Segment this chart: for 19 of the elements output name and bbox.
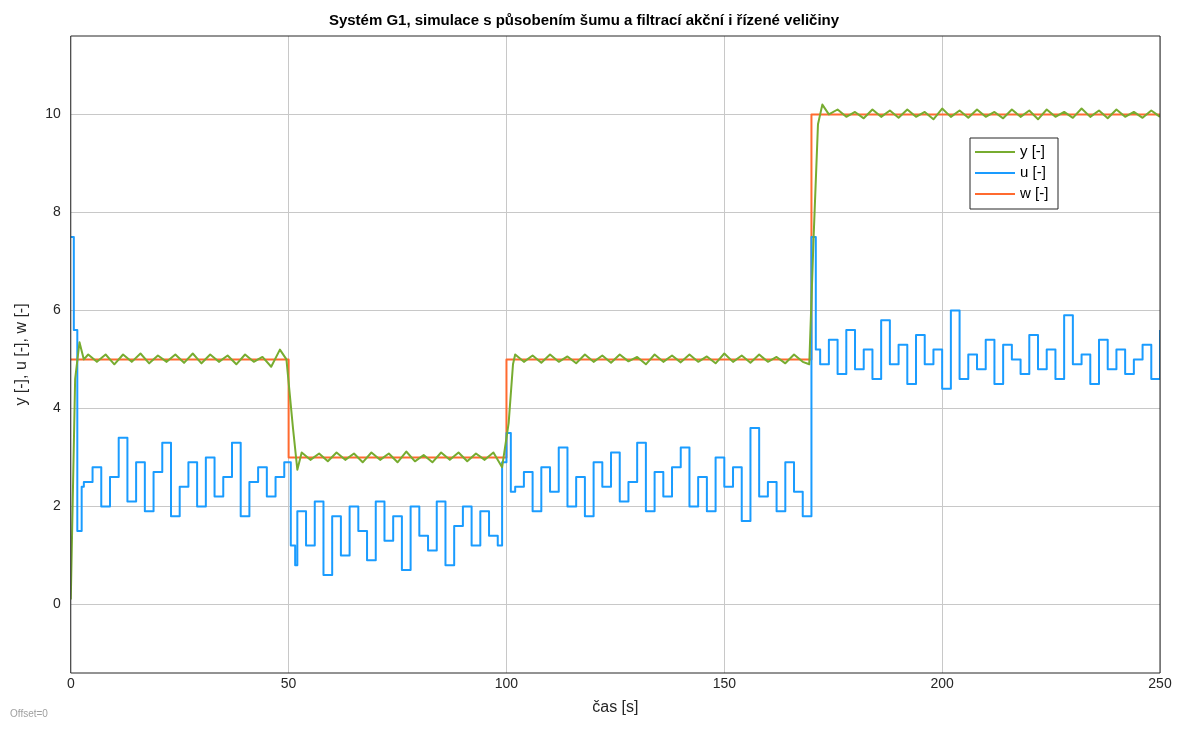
x-tick-label: 0 bbox=[66, 675, 75, 692]
chart-title: Systém G1, simulace s působením šumu a filtrací akční i řízené veličiny bbox=[328, 11, 840, 29]
y-tick-label: 6 bbox=[52, 301, 61, 318]
legend-label: y [-] bbox=[1020, 142, 1045, 160]
y-axis-title: y [-], u [-], w [-] bbox=[12, 303, 30, 406]
text: Offset=0 bbox=[10, 707, 49, 719]
legend-label: w [-] bbox=[1019, 184, 1049, 202]
x-tick-label: 50 bbox=[280, 675, 297, 692]
y-tick-label: 8 bbox=[52, 203, 61, 220]
x-tick-label: 150 bbox=[712, 675, 737, 692]
y-tick-label: 2 bbox=[52, 497, 61, 514]
y-tick-label: 0 bbox=[52, 595, 61, 612]
x-tick-label: 250 bbox=[1148, 675, 1172, 692]
legend-label: u [-] bbox=[1020, 163, 1046, 181]
x-axis-title: čas [s] bbox=[592, 697, 639, 715]
x-tick-label: 200 bbox=[930, 675, 955, 692]
x-tick-label: 100 bbox=[494, 675, 519, 692]
y-tick-label: 4 bbox=[52, 399, 61, 416]
y-tick-label: 10 bbox=[45, 105, 61, 122]
